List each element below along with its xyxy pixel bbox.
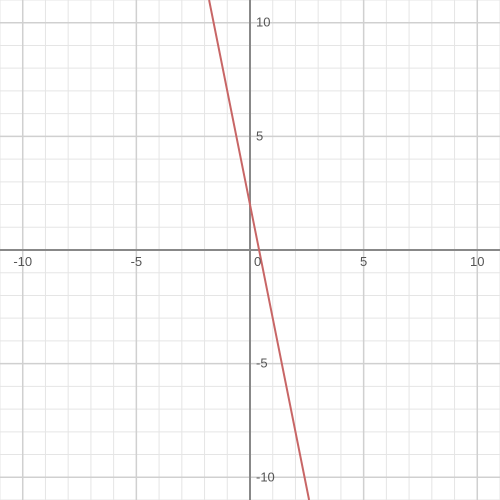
x-tick-label: 5 — [360, 254, 367, 269]
y-tick-label: 5 — [256, 128, 263, 143]
x-tick-label: -10 — [13, 254, 32, 269]
line-chart: -10 -5 0 5 10 -10 -5 5 10 — [0, 0, 500, 500]
chart-svg: -10 -5 0 5 10 -10 -5 5 10 — [0, 0, 500, 500]
x-tick-label: -5 — [131, 254, 143, 269]
y-tick-label: 10 — [256, 15, 270, 30]
x-tick-label: 0 — [254, 254, 261, 269]
y-tick-label: -10 — [256, 469, 275, 484]
y-tick-label: -5 — [256, 356, 268, 371]
x-tick-label: 10 — [470, 254, 484, 269]
